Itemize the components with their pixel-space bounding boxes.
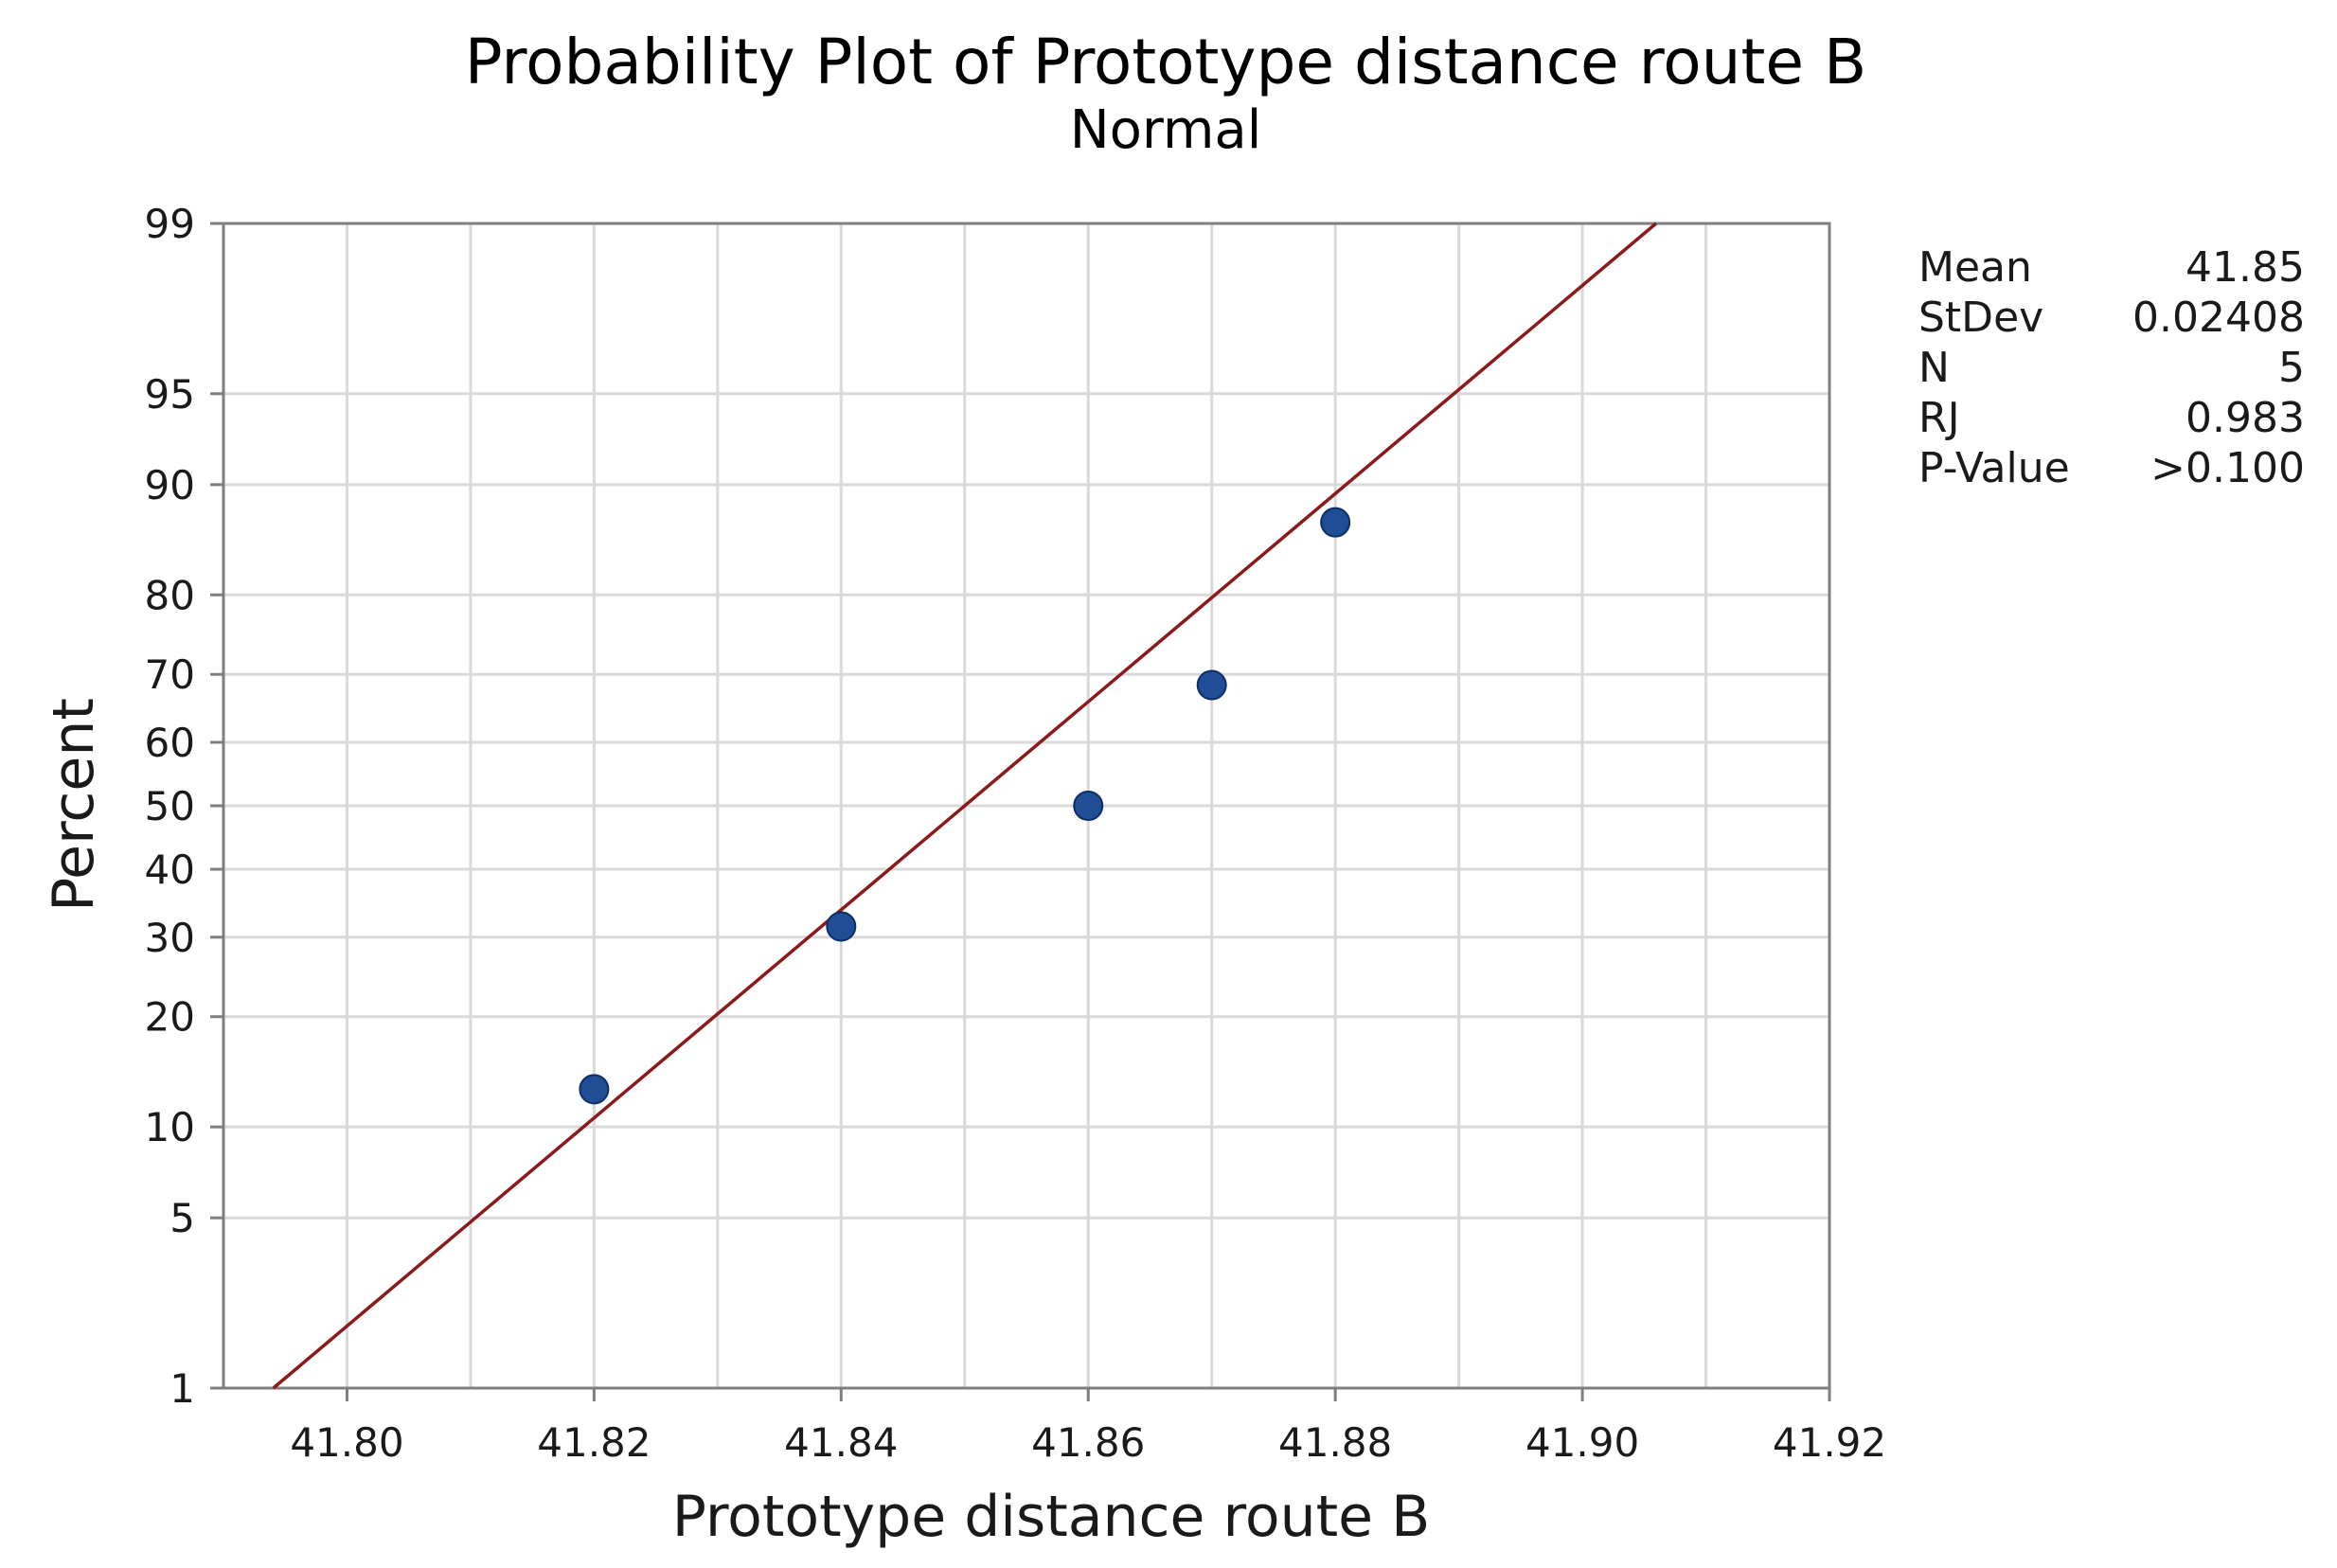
x-axis-label: Prototype distance route B (672, 1484, 1431, 1550)
x-tick-label: 41.88 (1278, 1419, 1392, 1466)
y-tick-label: 5 (169, 1195, 195, 1241)
stat-label: N (1918, 344, 1950, 392)
stat-label: Mean (1918, 243, 2032, 292)
chart-subtitle: Normal (1070, 99, 1262, 161)
stat-value: >0.100 (2150, 444, 2305, 492)
x-tick-label: 41.92 (1773, 1419, 1886, 1466)
chart-title: Probability Plot of Prototype distance r… (465, 26, 1867, 98)
fit-line (272, 222, 1658, 1390)
data-point (826, 911, 857, 942)
grid-lines (223, 223, 1829, 1388)
stat-label: RJ (1918, 394, 1960, 442)
y-tick-label: 95 (145, 371, 195, 418)
stat-value: 5 (2278, 344, 2305, 392)
x-tick-label: 41.82 (537, 1419, 651, 1466)
x-tick-label: 41.86 (1031, 1419, 1145, 1466)
stat-value: 0.983 (2185, 394, 2305, 442)
stat-label: StDev (1918, 294, 2043, 342)
data-points (579, 507, 1351, 1105)
y-tick-label: 60 (145, 720, 195, 766)
y-tick-label: 20 (145, 994, 195, 1041)
axis-ticks: 41.80 41.82 41.84 41.86 41.88 41.90 41.92 1 5 10 2… (145, 201, 1887, 1466)
y-axis-label: Percent (41, 698, 107, 912)
y-tick-label: 80 (145, 572, 195, 618)
fit-line-group (272, 222, 1658, 1390)
data-point (579, 1074, 610, 1105)
stat-value: 41.85 (2185, 243, 2305, 292)
y-tick-label: 10 (145, 1104, 195, 1150)
y-tick-label: 70 (145, 651, 195, 698)
data-point (1196, 669, 1227, 701)
x-tick-label: 41.90 (1525, 1419, 1639, 1466)
y-tick-label: 1 (169, 1365, 195, 1412)
x-tick-label: 41.80 (290, 1419, 403, 1466)
y-tick-label: 99 (145, 201, 195, 247)
y-tick-label: 30 (145, 915, 195, 961)
stat-label: P-Value (1918, 444, 2070, 492)
data-point (1073, 791, 1104, 821)
stat-value: 0.02408 (2132, 294, 2305, 342)
y-tick-label: 50 (145, 783, 195, 829)
data-point (1320, 507, 1351, 538)
stats-table: Mean 41.85 StDev 0.02408 N 5 RJ 0.983 P-Value >0.… (1918, 243, 2305, 492)
y-tick-label: 40 (145, 846, 195, 893)
x-tick-label: 41.84 (784, 1419, 898, 1466)
y-tick-label: 90 (145, 462, 195, 508)
